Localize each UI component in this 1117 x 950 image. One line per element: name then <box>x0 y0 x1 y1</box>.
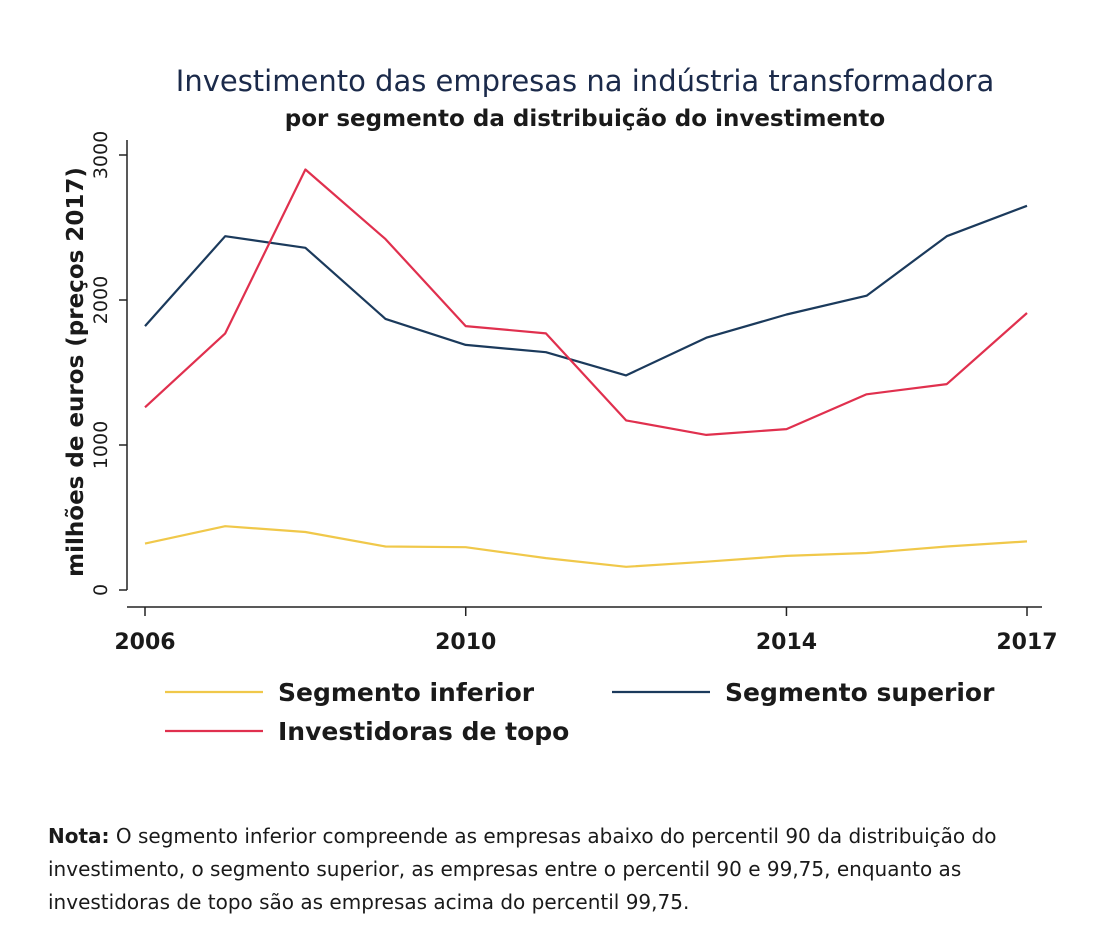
footnote: Nota: O segmento inferior compreende as … <box>48 820 1078 919</box>
note-label: Nota: <box>48 824 110 848</box>
y-tick-label: 1000 <box>90 421 112 469</box>
y-tick-label: 2000 <box>90 276 112 324</box>
series-line-segmento-superior <box>144 204 1028 377</box>
legend-label-segmento-inferior: Segmento inferior <box>278 678 535 707</box>
y-axis-label: milhões de euros (preços 2017) <box>63 167 89 577</box>
chart-title: Investimento das empresas na indústria t… <box>176 64 994 98</box>
x-tick-label: 2010 <box>435 630 496 655</box>
series-line-investidoras-de-topo <box>144 168 1028 436</box>
line-chart: Investimento das empresas na indústria t… <box>63 64 1058 746</box>
x-tick-label: 2017 <box>996 630 1057 655</box>
y-tick-label: 0 <box>90 584 112 596</box>
x-tick-label: 2014 <box>756 630 817 655</box>
series-line-segmento-inferior <box>144 525 1028 568</box>
chart-subtitle: por segmento da distribuição do investim… <box>285 106 885 132</box>
y-tick-label: 3000 <box>90 131 112 179</box>
legend-label-investidoras-de-topo: Investidoras de topo <box>278 717 569 746</box>
axes: 0 1000 2000 3000 2006 2010 2014 2017 <box>90 131 1058 655</box>
note-text: O segmento inferior compreende as empres… <box>48 824 997 914</box>
x-tick-label: 2006 <box>114 630 175 655</box>
series-lines <box>144 168 1028 568</box>
legend: Segmento inferior Segmento superior Invest… <box>165 678 995 746</box>
legend-label-segmento-superior: Segmento superior <box>725 678 995 707</box>
